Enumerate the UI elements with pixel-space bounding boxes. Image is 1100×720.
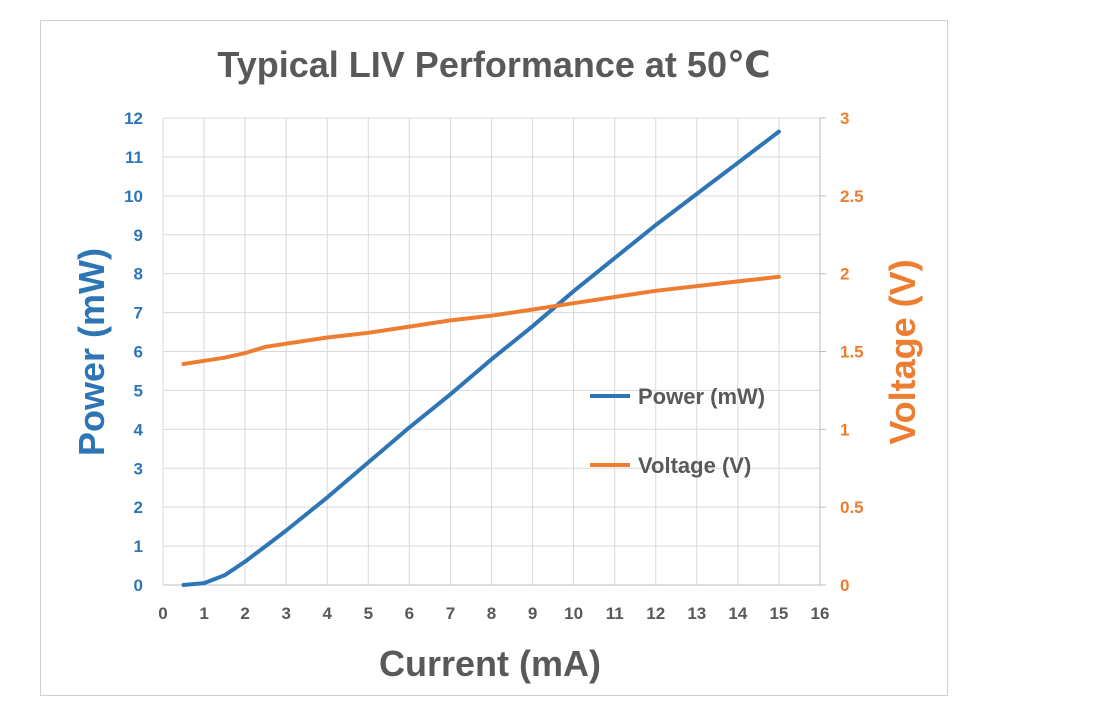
y-left-tick-label: 5 bbox=[134, 381, 143, 400]
y-right-tick-label: 3 bbox=[840, 109, 849, 128]
axes bbox=[162, 117, 826, 586]
legend: Power (mW) Voltage (V) bbox=[590, 384, 765, 478]
y-left-tick-label: 4 bbox=[134, 420, 144, 439]
x-tick-label: 15 bbox=[769, 604, 788, 623]
x-tick-label: 9 bbox=[528, 604, 537, 623]
x-tick-label: 5 bbox=[364, 604, 373, 623]
legend-label-voltage: Voltage (V) bbox=[638, 453, 751, 478]
x-tick-labels: 0 1 2 3 4 5 6 7 8 9 10 11 12 13 14 15 16 bbox=[158, 604, 829, 623]
x-tick-label: 1 bbox=[199, 604, 208, 623]
y-right-tick-label: 2.5 bbox=[840, 187, 864, 206]
y-left-tick-label: 6 bbox=[134, 343, 143, 362]
x-tick-label: 12 bbox=[646, 604, 665, 623]
y-left-tick-label: 3 bbox=[134, 459, 143, 478]
x-axis-label: Current (mA) bbox=[379, 643, 601, 684]
y-axis-label-power: Power (mW) bbox=[71, 248, 112, 456]
y-left-tick-label: 1 bbox=[134, 537, 143, 556]
y-right-tick-label: 1 bbox=[840, 420, 849, 439]
y-axis-label-voltage: Voltage (V) bbox=[882, 259, 923, 444]
y-left-tick-label: 10 bbox=[124, 187, 143, 206]
x-tick-label: 4 bbox=[323, 604, 333, 623]
series-lines bbox=[181, 129, 781, 587]
x-tick-label: 16 bbox=[811, 604, 830, 623]
x-tick-label: 7 bbox=[446, 604, 455, 623]
chart-title: Typical LIV Performance at 50℃ bbox=[217, 44, 770, 85]
y-left-tick-label: 12 bbox=[124, 109, 143, 128]
y-right-tick-label: 0 bbox=[840, 576, 849, 595]
series-line-power bbox=[181, 129, 781, 587]
y-left-tick-label: 9 bbox=[134, 226, 143, 245]
y-right-tick-labels: 0 0.5 1 1.5 2 2.5 3 bbox=[840, 109, 864, 595]
x-tick-label: 8 bbox=[487, 604, 496, 623]
x-tick-label: 11 bbox=[606, 604, 624, 623]
x-tick-label: 2 bbox=[240, 604, 249, 623]
series-line-voltage bbox=[181, 274, 781, 366]
y-left-tick-label: 11 bbox=[125, 148, 143, 167]
y-right-tick-label: 2 bbox=[840, 265, 849, 284]
x-tick-label: 3 bbox=[281, 604, 290, 623]
legend-label-power: Power (mW) bbox=[638, 384, 765, 409]
y-left-tick-label: 2 bbox=[134, 498, 143, 517]
y-right-tick-label: 0.5 bbox=[840, 498, 864, 517]
y-right-tick-label: 1.5 bbox=[840, 343, 864, 362]
y-left-tick-label: 0 bbox=[134, 576, 143, 595]
x-tick-label: 10 bbox=[564, 604, 583, 623]
y-left-tick-label: 7 bbox=[134, 304, 143, 323]
grid bbox=[162, 117, 821, 586]
x-tick-label: 14 bbox=[728, 604, 747, 623]
x-tick-label: 13 bbox=[687, 604, 706, 623]
x-tick-label: 6 bbox=[405, 604, 414, 623]
x-tick-label: 0 bbox=[158, 604, 167, 623]
y-left-tick-label: 8 bbox=[134, 265, 143, 284]
